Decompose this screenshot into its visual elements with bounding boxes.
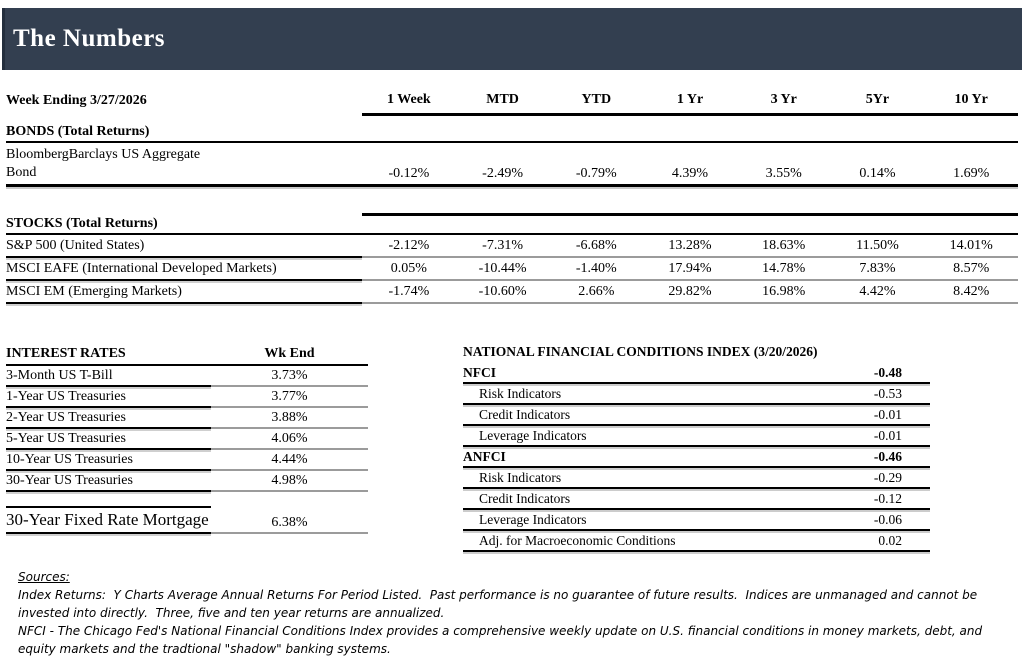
em-3yr: 16.98% (762, 284, 806, 299)
sp500-3yr: 18.63% (762, 238, 806, 253)
returns-table: Week Ending 3/27/2026 1 Week MTD YTD 1 Y… (6, 92, 1018, 304)
table-row-30year-treasury: 30-Year US Treasuries 4.98% (6, 471, 368, 492)
bond-value-ytd: -0.79% (575, 166, 617, 181)
sources-index-returns-note: Index Returns: Y Charts Average Annual R… (18, 588, 982, 620)
eafe-1week: 0.05% (390, 261, 427, 276)
table-row-msci-eafe: MSCI EAFE (International Developed Marke… (6, 258, 1018, 281)
interest-rates-table: INTEREST RATES Wk End 3-Month US T-Bill … (6, 344, 368, 552)
table-row-sp500: S&P 500 (United States) -2.12% -7.31% -6… (6, 235, 1018, 258)
bond-value-5yr: 0.14% (859, 166, 896, 181)
sp500-1week: -2.12% (388, 238, 430, 253)
column-header-1week: 1 Week (387, 92, 431, 107)
table-row-anfci-macro-adj: Adj. for Macroeconomic Conditions 0.02 (463, 531, 930, 552)
eafe-1yr: 17.94% (668, 261, 712, 276)
bond-value-3yr: 3.55% (765, 166, 802, 181)
sp500-5yr: 11.50% (856, 238, 899, 253)
eafe-3yr: 14.78% (762, 261, 806, 276)
table-row-anfci-credit: Credit Indicators -0.12 (463, 489, 930, 510)
table-row-nfci: NFCI -0.48 (463, 363, 930, 384)
bond-row-label: BloombergBarclays US Aggregate Bond (6, 147, 201, 180)
column-header-ytd: YTD (581, 92, 612, 107)
column-header-10yr: 10 Yr (954, 92, 988, 107)
table-row-msci-em: MSCI EM (Emerging Markets) -1.74% -10.60… (6, 281, 1018, 304)
sources-footnote: Sources: Index Returns: Y Charts Average… (18, 568, 996, 658)
table-row-10year-treasury: 10-Year US Treasuries 4.44% (6, 450, 368, 471)
page-title: The Numbers (13, 25, 166, 52)
table-row-3month-tbill: 3-Month US T-Bill 3.73% (6, 366, 368, 387)
table-row-nfci-leverage: Leverage Indicators -0.01 (463, 426, 930, 447)
table-row-2year-treasury: 2-Year US Treasuries 3.88% (6, 408, 368, 429)
eafe-mtd: -10.44% (478, 261, 527, 276)
em-1yr: 29.82% (668, 284, 712, 299)
table-row-nfci-risk: Risk Indicators -0.53 (463, 384, 930, 405)
table-row-anfci-leverage: Leverage Indicators -0.06 (463, 510, 930, 531)
interest-rates-header: INTEREST RATES Wk End (6, 344, 368, 366)
table-row-30year-mortgage: 30-Year Fixed Rate Mortgage 6.38% (6, 506, 368, 534)
sp500-ytd: -6.68% (575, 238, 617, 253)
bond-value-1yr: 4.39% (671, 166, 709, 181)
nfci-table: NATIONAL FINANCIAL CONDITIONS INDEX (3/2… (463, 344, 930, 552)
eafe-5yr: 7.83% (859, 261, 896, 276)
sources-nfci-note: NFCI - The Chicago Fed's National Financ… (18, 624, 986, 656)
em-mtd: -10.60% (478, 284, 527, 299)
eafe-ytd: -1.40% (575, 261, 617, 276)
bond-value-1week: -0.12% (388, 166, 430, 181)
sp500-10yr: 14.01% (949, 238, 993, 253)
bottom-section: INTEREST RATES Wk End 3-Month US T-Bill … (6, 344, 1024, 552)
bonds-section-heading: BONDS (Total Returns) (6, 121, 1018, 143)
sp500-1yr: 13.28% (668, 238, 712, 253)
sources-heading: Sources: (18, 570, 70, 584)
returns-header-row: Week Ending 3/27/2026 1 Week MTD YTD 1 Y… (6, 92, 1018, 116)
eafe-10yr: 8.57% (953, 261, 990, 276)
nfci-title: NATIONAL FINANCIAL CONDITIONS INDEX (3/2… (463, 344, 818, 359)
em-5yr: 4.42% (859, 284, 896, 299)
em-10yr: 8.42% (953, 284, 990, 299)
week-ending-label: Week Ending 3/27/2026 (6, 93, 147, 108)
document-page: The Numbers Week Ending 3/27/2026 1 Week… (0, 8, 1024, 656)
sp500-mtd: -7.31% (482, 238, 523, 253)
table-row-1year-treasury: 1-Year US Treasuries 3.77% (6, 387, 368, 408)
stocks-section-heading: STOCKS (Total Returns) (6, 213, 1018, 235)
column-header-mtd: MTD (486, 92, 519, 107)
title-bar: The Numbers (2, 8, 1022, 70)
bond-value-10yr: 1.69% (953, 166, 990, 181)
table-row-anfci: ANFCI -0.46 (463, 447, 930, 468)
returns-column-headers: 1 Week MTD YTD 1 Yr 3 Yr 5Yr 10 Yr (362, 92, 1018, 116)
table-row-nfci-credit: Credit Indicators -0.01 (463, 405, 930, 426)
bond-value-mtd: -2.49% (482, 166, 523, 181)
column-header-1yr: 1 Yr (676, 92, 704, 107)
table-row-bond-aggregate: BloombergBarclays US Aggregate Bond -0.1… (6, 143, 1018, 187)
table-row-5year-treasury: 5-Year US Treasuries 4.06% (6, 429, 368, 450)
table-row-anfci-risk: Risk Indicators -0.29 (463, 468, 930, 489)
column-header-5yr: 5Yr (865, 92, 890, 107)
em-1week: -1.74% (388, 284, 430, 299)
column-header-3yr: 3 Yr (770, 92, 797, 107)
em-ytd: 2.66% (578, 284, 615, 299)
